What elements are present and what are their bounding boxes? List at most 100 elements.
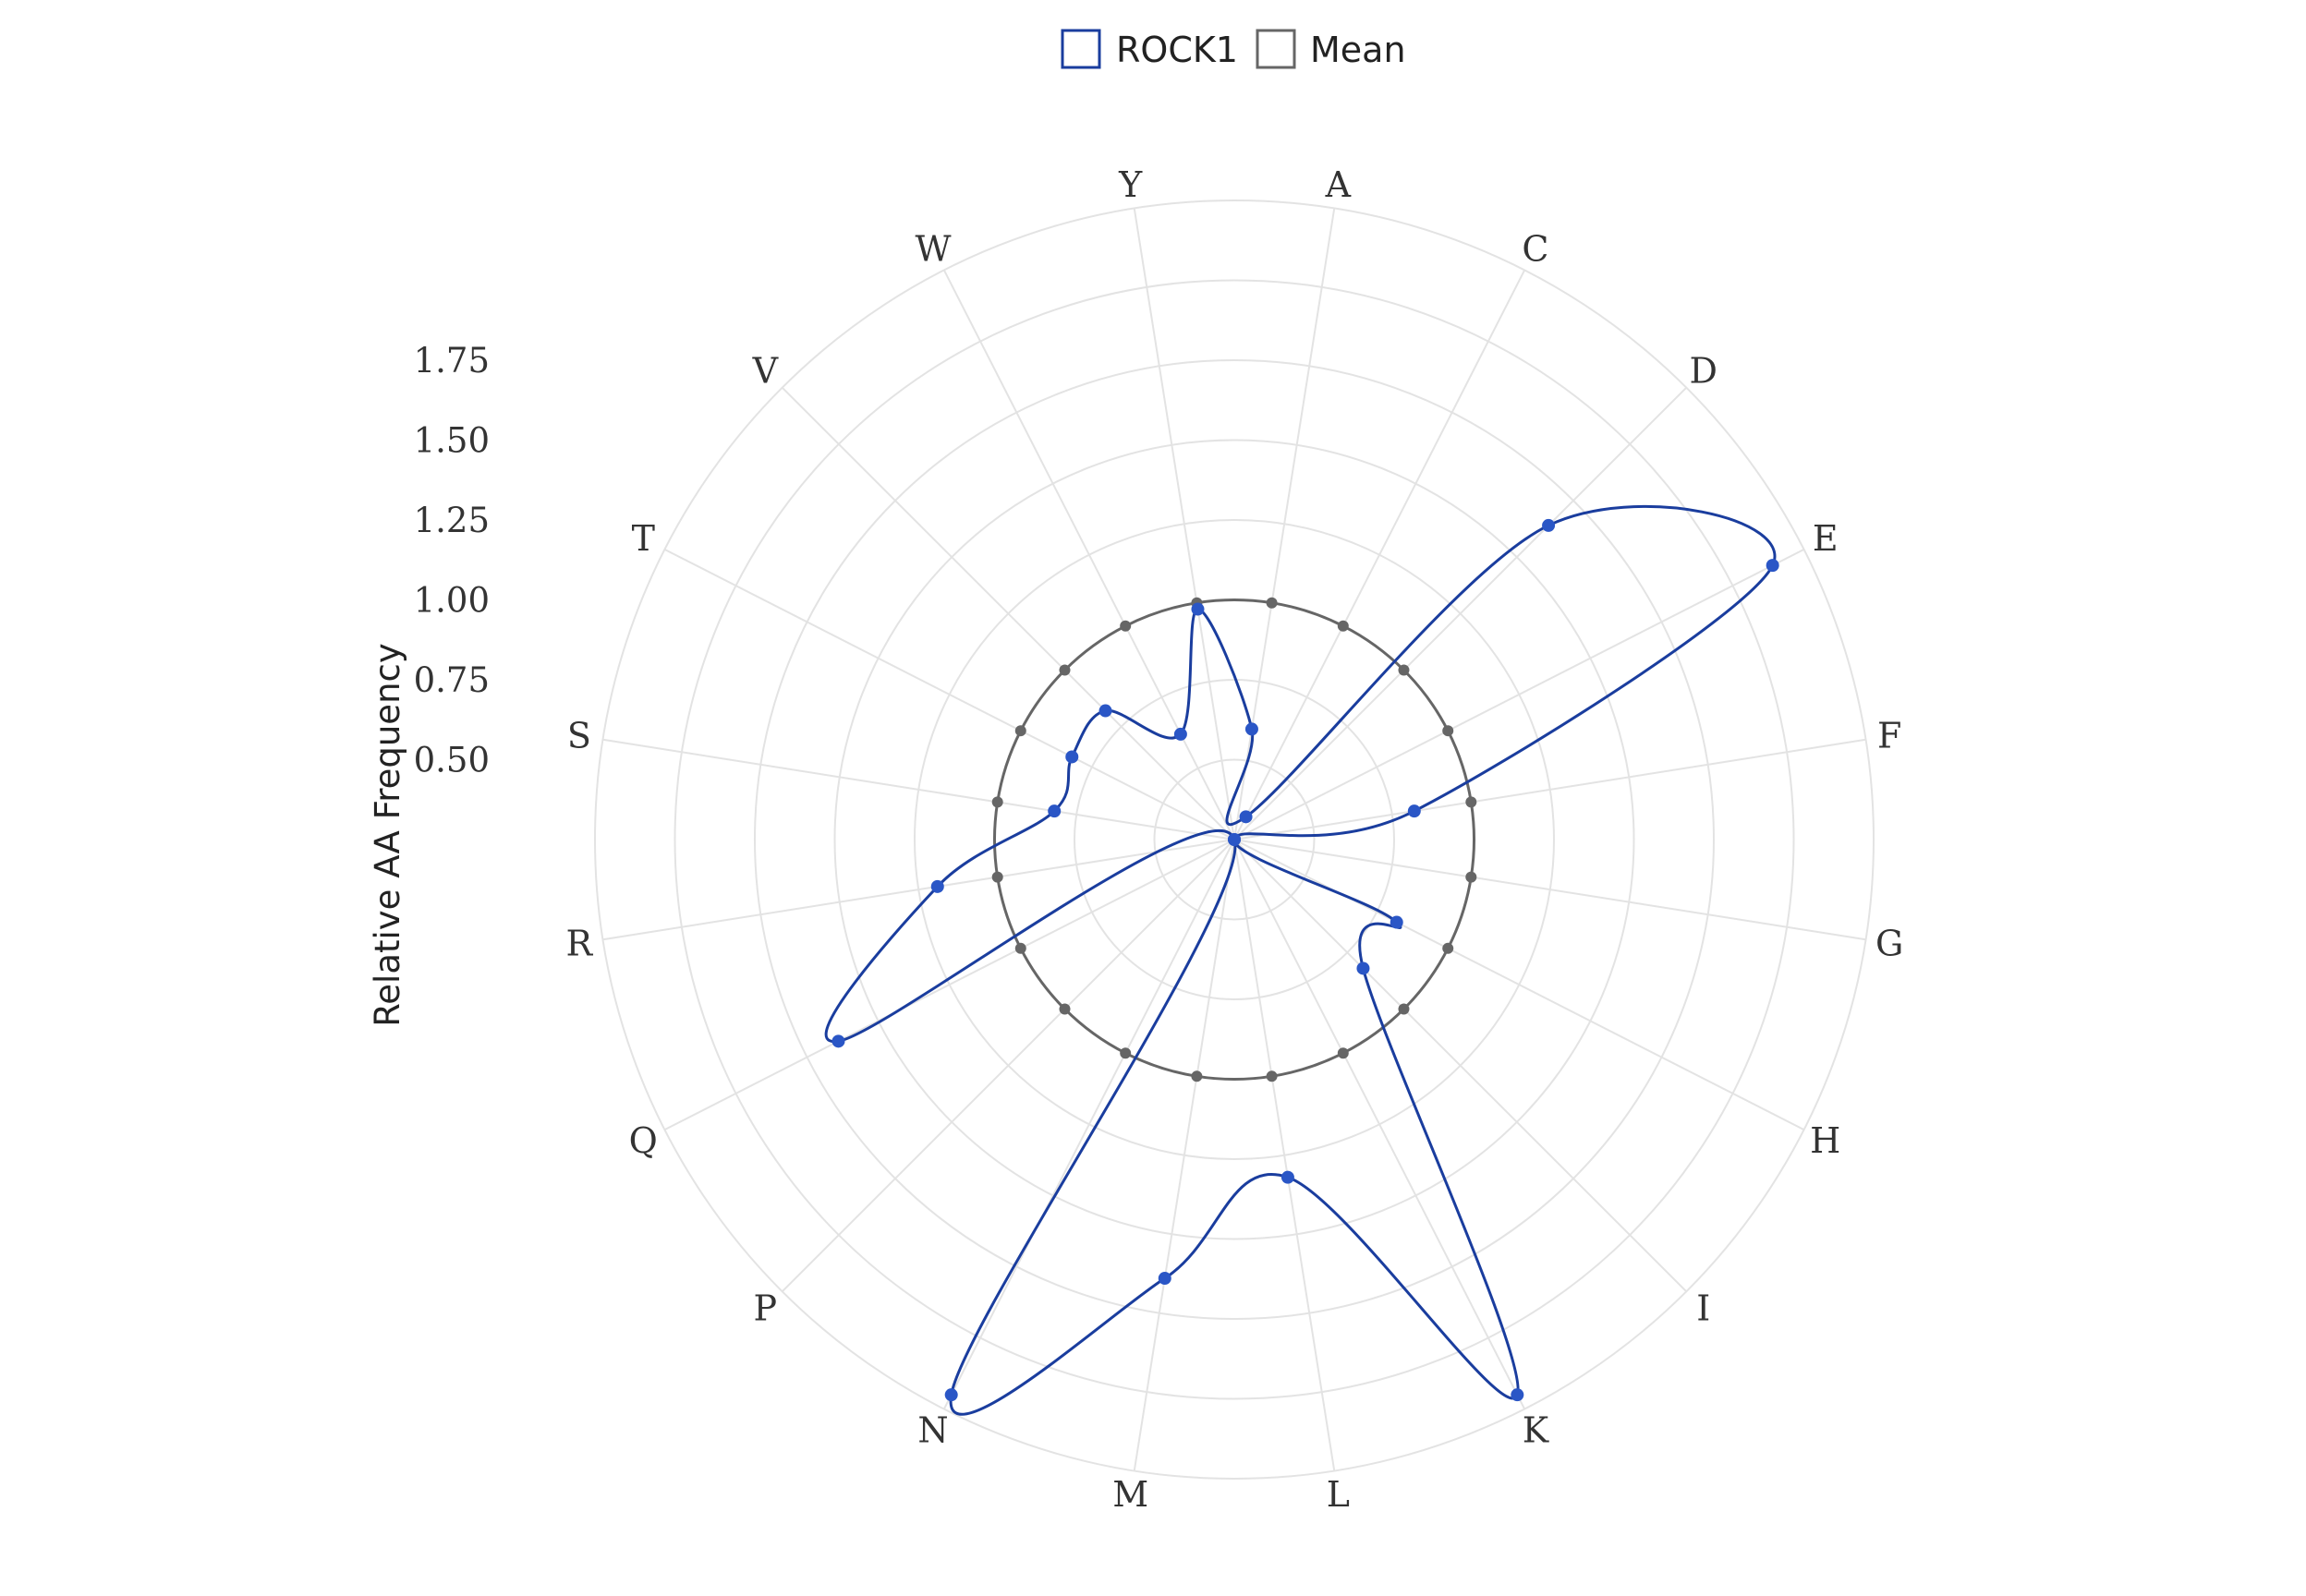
polar-grid [594,200,1875,1480]
category-label-D: D [1689,350,1717,391]
grid-spoke [1233,839,1526,1410]
radial-axis-title: Relative AA Frequency [368,643,407,1027]
point-rock1-H[interactable] [1390,915,1403,929]
point-rock1-S[interactable] [1048,804,1062,818]
point-rock1-N[interactable] [944,1388,958,1402]
grid-circle [914,519,1555,1160]
radial-tick-labels: 0.50 0.75 1.00 1.25 1.50 1.75 [414,341,490,780]
category-label-R: R [566,923,594,963]
radial-tick-label: 0.50 [414,741,490,780]
category-label-Q: Q [629,1120,658,1161]
legend-swatch-rock1 [1061,29,1101,69]
grid-spoke [942,839,1235,1410]
point-rock1-E[interactable] [1766,559,1779,573]
point-mean-A[interactable] [1266,597,1278,609]
category-label-E: E [1813,518,1839,559]
category-label-F: F [1877,716,1901,756]
grid-circle [754,359,1715,1320]
legend-label-rock1: ROCK1 [1116,30,1238,70]
grid-circle [1074,679,1395,1000]
point-rock1-M[interactable] [1158,1272,1171,1286]
legend-label-mean: Mean [1310,30,1406,70]
legend-item-rock1[interactable]: ROCK1 [1061,29,1238,70]
category-label-L: L [1327,1474,1350,1515]
radial-tick-label: 1.75 [414,341,490,381]
category-label-W: W [916,228,952,269]
category-label-S: S [567,716,591,756]
grid-spoke [781,386,1235,840]
grid-circle [674,279,1795,1400]
point-rock1-C[interactable] [1239,810,1253,824]
point-rock1-P[interactable] [1228,833,1241,846]
category-label-M: M [1112,1474,1148,1515]
grid-spoke [663,839,1235,1131]
point-mean-N[interactable] [1120,1047,1132,1059]
category-label-V: V [752,350,779,391]
point-rock1-R[interactable] [930,879,944,893]
radial-tick-label: 1.25 [414,501,490,540]
grid-spoke [942,269,1235,840]
grid-spoke [1133,839,1235,1471]
point-mean-M[interactable] [1191,1070,1203,1082]
grid-spoke [1133,208,1235,840]
category-label-H: H [1810,1120,1840,1161]
series-layer [824,504,1779,1416]
grid-spoke [1233,839,1688,1293]
point-rock1-K[interactable] [1511,1388,1524,1402]
grid-spoke [602,839,1235,941]
point-mean-S[interactable] [991,796,1003,808]
point-rock1-A[interactable] [1244,722,1258,736]
category-label-G: G [1875,923,1903,963]
point-rock1-V[interactable] [1098,704,1112,718]
point-mean-H[interactable] [1442,942,1454,954]
legend-swatch-mean [1256,29,1296,69]
category-label-T: T [632,518,655,559]
point-mean-P[interactable] [1059,1003,1071,1015]
point-mean-D[interactable] [1398,664,1410,676]
radial-tick-label: 1.50 [414,421,490,461]
grid-spoke [1233,269,1526,840]
grid-spoke [663,548,1235,840]
point-rock1-T[interactable] [1065,750,1079,764]
point-mean-R[interactable] [991,871,1003,883]
point-mean-T[interactable] [1014,725,1026,737]
category-label-A: A [1325,164,1352,205]
category-label-Y: Y [1118,164,1143,205]
category-label-C: C [1522,228,1548,269]
point-rock1-F[interactable] [1407,804,1421,818]
point-rock1-W[interactable] [1173,727,1187,741]
legend: ROCK1 Mean [1061,29,1406,70]
point-mean-F[interactable] [1465,796,1477,808]
radial-tick-label: 0.75 [414,660,490,700]
category-label-I: I [1696,1288,1710,1329]
grid-spoke [1233,738,1866,840]
grid-spoke [1233,839,1336,1471]
grid-circle [833,439,1635,1240]
point-mean-I[interactable] [1398,1003,1410,1015]
point-rock1-I[interactable] [1356,961,1370,975]
grid-circle [1153,758,1316,921]
point-rock1-L[interactable] [1280,1170,1294,1184]
category-label-P: P [754,1288,778,1329]
category-label-N: N [917,1410,948,1451]
category-label-K: K [1523,1410,1549,1451]
point-mean-V[interactable] [1059,664,1071,676]
point-mean-K[interactable] [1337,1047,1349,1059]
category-labels: A C D E F G H I K L M N P Q R S T V W Y [566,164,1904,1515]
point-mean-W[interactable] [1120,620,1132,632]
point-mean-C[interactable] [1337,620,1349,632]
grid-spoke [1233,839,1805,1131]
point-rock1-Y[interactable] [1191,602,1205,616]
point-mean-Q[interactable] [1014,942,1026,954]
grid-spoke [781,839,1235,1293]
grid-spoke [1233,548,1805,840]
point-rock1-D[interactable] [1542,518,1556,532]
point-rock1-Q[interactable] [831,1034,845,1048]
grid-circle [594,200,1875,1480]
radial-tick-label: 1.00 [414,581,490,621]
point-mean-E[interactable] [1442,725,1454,737]
point-mean-L[interactable] [1266,1070,1278,1082]
legend-item-mean[interactable]: Mean [1256,29,1406,70]
point-mean-G[interactable] [1465,871,1477,883]
